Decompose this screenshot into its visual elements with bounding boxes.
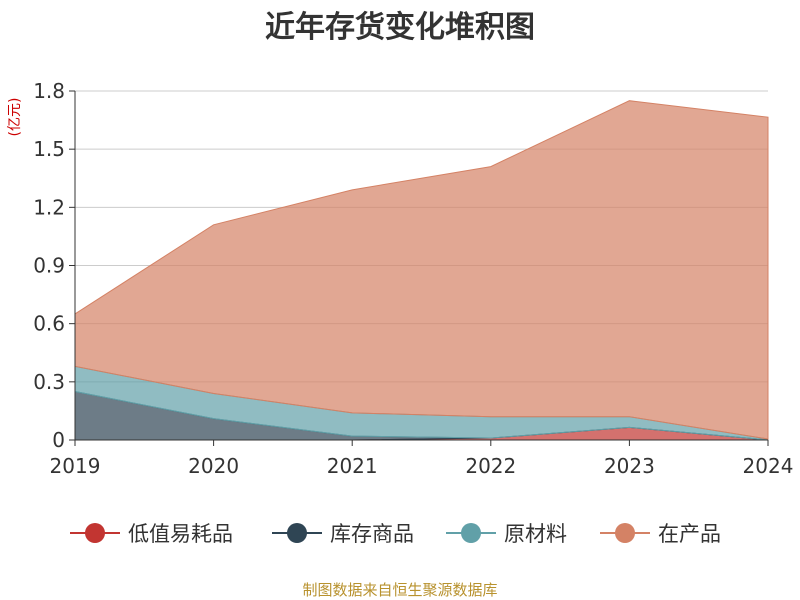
legend[interactable]: 低值易耗品 库存商品 原材料 在产品 bbox=[70, 522, 721, 546]
chart-title: 近年存货变化堆积图 bbox=[265, 10, 535, 45]
area-series bbox=[74, 100, 769, 440]
legend-item[interactable]: 在产品 bbox=[600, 522, 721, 546]
legend-label: 在产品 bbox=[658, 522, 721, 546]
legend-item[interactable]: 原材料 bbox=[446, 522, 567, 546]
legend-marker bbox=[615, 523, 635, 543]
legend-item[interactable]: 低值易耗品 bbox=[70, 522, 233, 546]
y-tick-label: 1.5 bbox=[33, 137, 65, 161]
y-tick-label: 0.3 bbox=[33, 370, 65, 394]
legend-label: 低值易耗品 bbox=[128, 522, 233, 546]
y-tick-label: 1.2 bbox=[33, 195, 65, 219]
y-tick-label: 0 bbox=[52, 428, 65, 452]
x-tick-label: 2022 bbox=[465, 454, 516, 478]
legend-marker bbox=[287, 523, 307, 543]
legend-marker bbox=[461, 523, 481, 543]
legend-label: 库存商品 bbox=[330, 522, 414, 546]
y-tick-label: 1.8 bbox=[33, 79, 65, 103]
x-tick-label: 2021 bbox=[327, 454, 378, 478]
y-axis-unit-label: (亿元) bbox=[7, 98, 23, 137]
x-tick-label: 2023 bbox=[604, 454, 655, 478]
axes: 0 0.3 0.6 0.9 1.2 1.5 1.8 2019 2020 2021 2022 2023 2… bbox=[33, 79, 793, 478]
data-source-note: 制图数据来自恒生聚源数据库 bbox=[302, 581, 497, 599]
y-tick-label: 0.9 bbox=[33, 254, 65, 278]
y-tick-label: 0.6 bbox=[33, 312, 65, 336]
legend-marker bbox=[85, 523, 105, 543]
stacked-areas bbox=[74, 100, 769, 441]
legend-label: 原材料 bbox=[504, 522, 567, 546]
legend-item[interactable]: 库存商品 bbox=[272, 522, 414, 546]
x-tick-label: 2024 bbox=[743, 454, 794, 478]
x-tick-label: 2019 bbox=[50, 454, 101, 478]
x-tick-label: 2020 bbox=[188, 454, 239, 478]
